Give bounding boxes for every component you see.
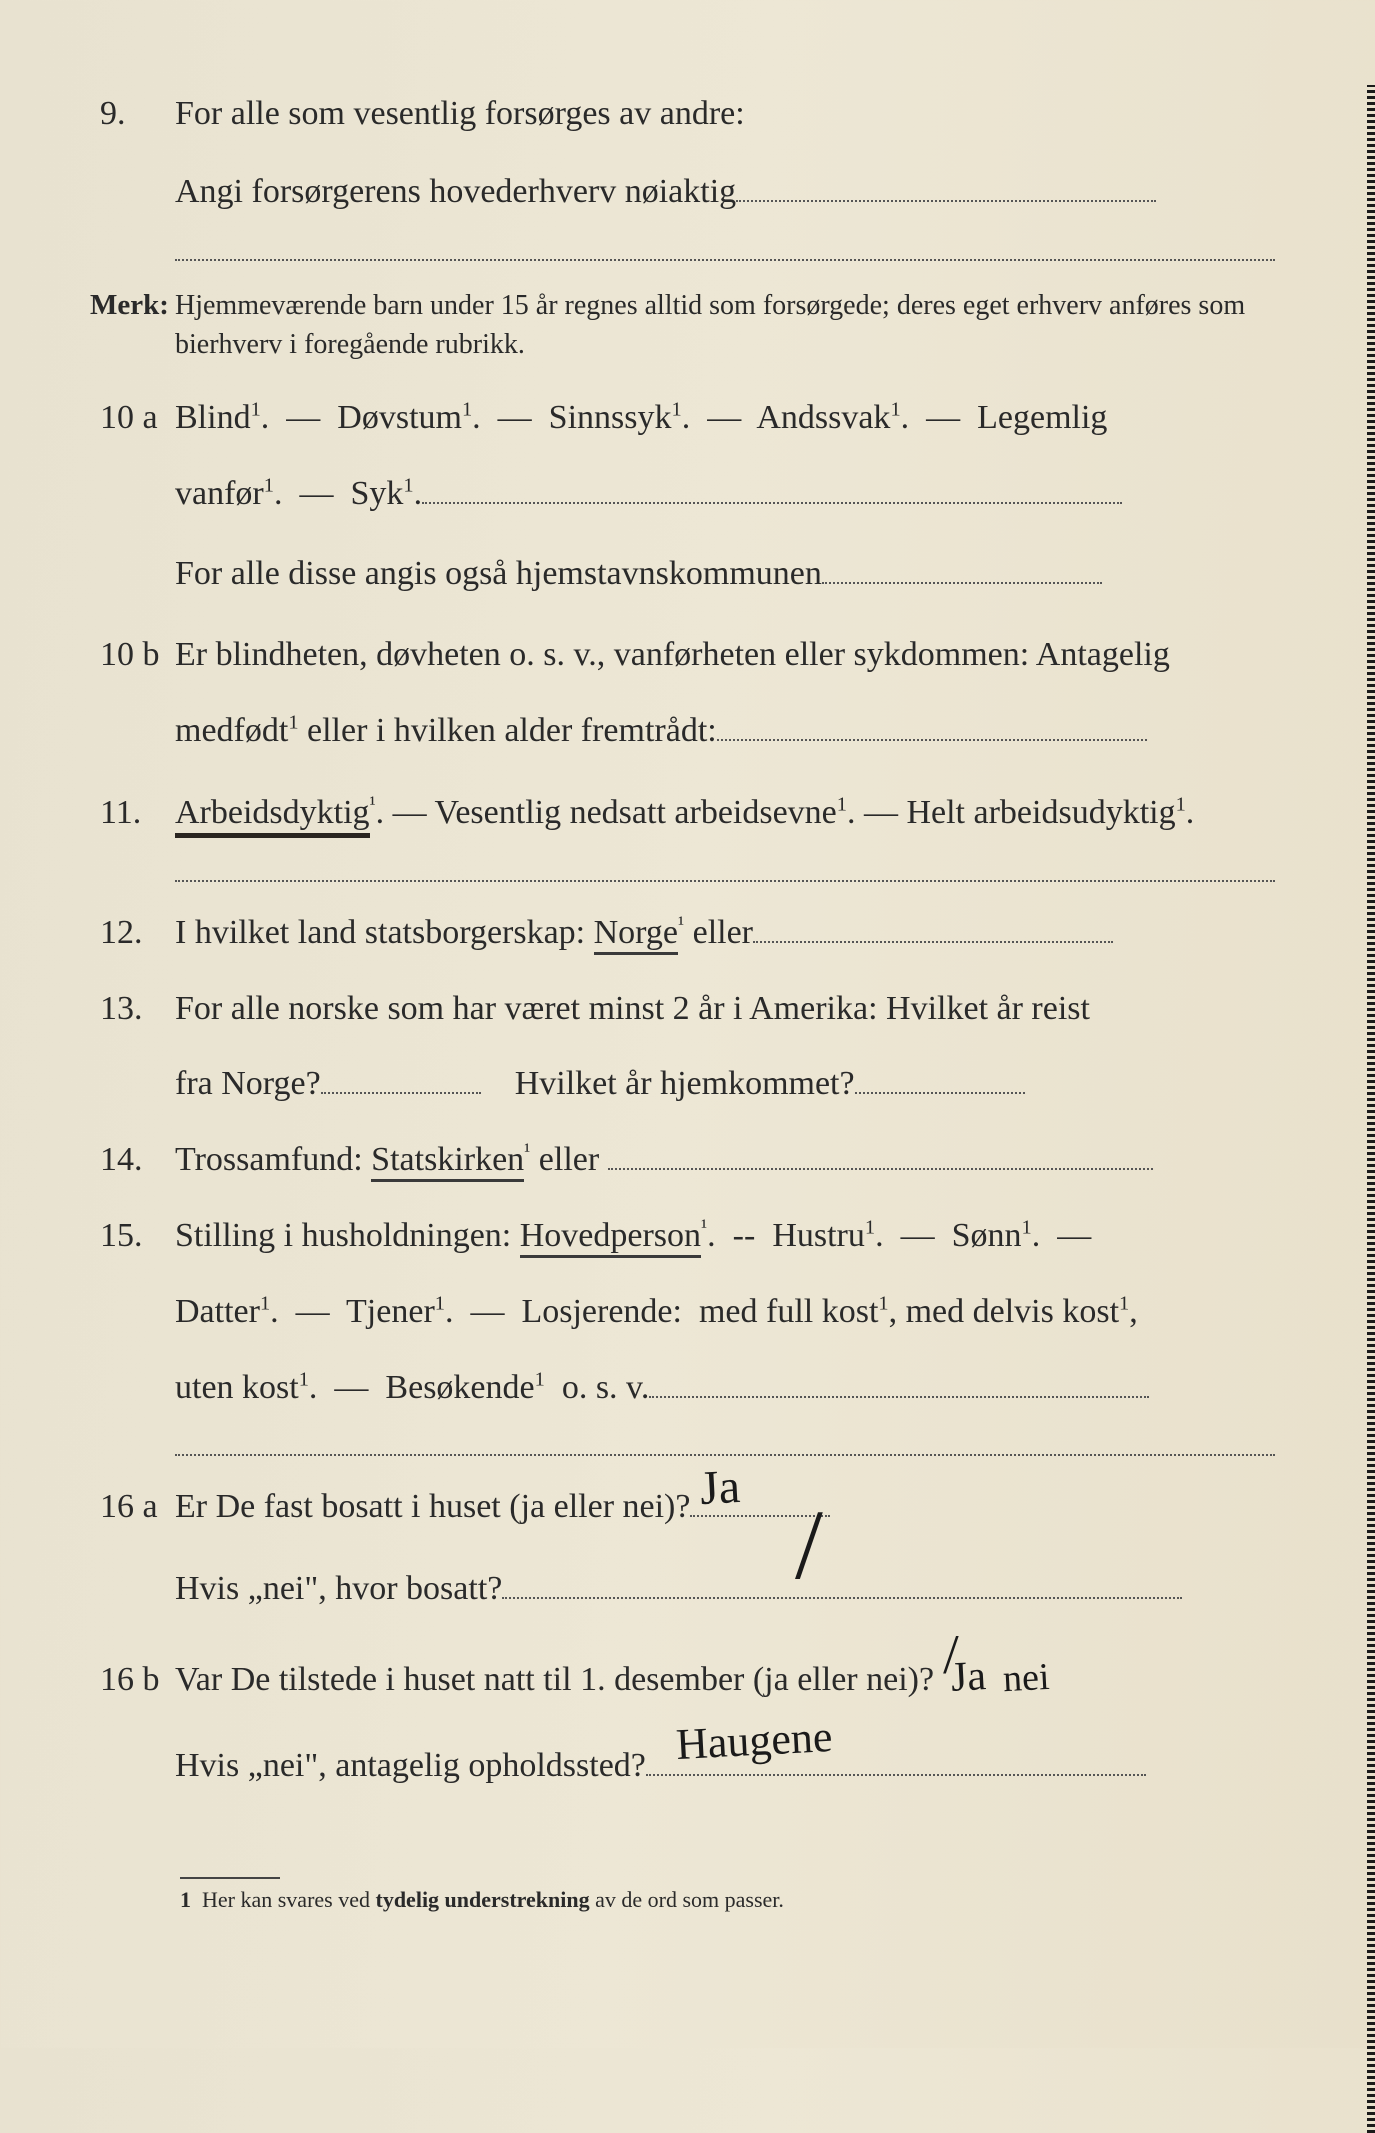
q16b-cross: / xyxy=(943,1608,959,1703)
q11-selected: Arbeidsdyktig xyxy=(175,794,370,838)
footnote: 1 Her kan svares ved tydelig understrekn… xyxy=(180,1877,784,1913)
q13-l2a: fra Norge? xyxy=(175,1065,321,1102)
q15-fill[interactable] xyxy=(649,1364,1149,1398)
q16b-line2-wrap: Hvis „nei", antagelig opholdssted? Hauge… xyxy=(175,1737,1275,1795)
q12-body: I hvilket land statsborgerskap: Norge¹ e… xyxy=(175,904,1275,962)
q16a-line2-wrap: Hvis „nei", hvor bosatt? xyxy=(175,1560,1275,1618)
q13-number: 13. xyxy=(90,990,175,1028)
q11-number: 11. xyxy=(90,794,175,832)
q15-number: 15. xyxy=(90,1217,175,1255)
question-16a: 16 a Er De fast bosatt i huset (ja eller… xyxy=(90,1478,1275,1536)
q9-line1: For alle som vesentlig forsørges av andr… xyxy=(175,95,745,132)
q12-selected: Norge xyxy=(594,914,678,955)
q10a-line3: For alle disse angis også hjemstavnskomm… xyxy=(175,545,1275,603)
q11-sup: ¹ xyxy=(370,794,376,816)
q14-selected: Statskirken xyxy=(371,1141,524,1182)
q16b-body: Var De tilstede i huset natt til 1. dese… xyxy=(175,1642,1275,1713)
question-12: 12. I hvilket land statsborgerskap: Norg… xyxy=(90,904,1275,962)
q11-rest: . — Vesentlig nedsatt arbeidsevne1. — He… xyxy=(376,794,1195,831)
q12-number: 12. xyxy=(90,914,175,952)
question-14: 14. Trossamfund: Statskirken¹ eller xyxy=(90,1131,1275,1189)
merk-text: Hjemmeværende barn under 15 år regnes al… xyxy=(175,286,1275,364)
q10b-number: 10 b xyxy=(90,636,175,674)
q9-number: 9. xyxy=(90,95,175,133)
q10b-body: Er blindheten, døvheten o. s. v., vanfør… xyxy=(175,626,1275,684)
question-9: 9. For alle som vesentlig forsørges av a… xyxy=(90,85,1275,143)
q10a-fill1[interactable] xyxy=(422,470,1122,504)
q9-line2-wrap: Angi forsørgerens hovederhverv nøiaktig xyxy=(175,163,1275,221)
q12-fill[interactable] xyxy=(753,909,1113,943)
question-16b: 16 b Var De tilstede i huset natt til 1.… xyxy=(90,1642,1275,1713)
q16b-line1: Var De tilstede i huset natt til 1. dese… xyxy=(175,1661,934,1698)
q12-pre: I hvilket land statsborgerskap: xyxy=(175,914,594,951)
q13-l2b: Hvilket år hjemkommet? xyxy=(515,1065,855,1102)
q14-body: Trossamfund: Statskirken¹ eller xyxy=(175,1131,1275,1189)
footnote-marker: 1 xyxy=(180,1887,191,1912)
merk-label: Merk: xyxy=(90,289,175,322)
q16a-answer: Ja xyxy=(698,1446,742,1530)
q10b-line2: medfødt1 eller i hvilken alder fremtrådt… xyxy=(175,702,1275,760)
merk-note: Merk: Hjemmeværende barn under 15 år reg… xyxy=(90,286,1275,364)
q16a-body: Er De fast bosatt i huset (ja eller nei)… xyxy=(175,1478,1275,1536)
q10a-line2: vanfør1. — Syk1. xyxy=(175,465,1275,523)
q15-line3: uten kost1. — Besøkende1 o. s. v. xyxy=(175,1359,1275,1417)
q16b-fill2[interactable]: Haugene xyxy=(646,1742,1146,1776)
q15-line2: Datter1. — Tjener1. — Losjerende: med fu… xyxy=(175,1283,1275,1341)
q16b-answer: nei xyxy=(1001,1645,1051,1712)
q10a-line3-text: For alle disse angis også hjemstavnskomm… xyxy=(175,555,822,592)
question-10b: 10 b Er blindheten, døvheten o. s. v., v… xyxy=(90,626,1275,684)
q10a-fill2[interactable] xyxy=(822,550,1102,584)
q16a-line1: Er De fast bosatt i huset (ja eller nei)… xyxy=(175,1488,690,1525)
question-13: 13. For alle norske som har været minst … xyxy=(90,980,1275,1038)
q14-number: 14. xyxy=(90,1141,175,1179)
q16b-line2: Hvis „nei", antagelig opholdssted? xyxy=(175,1747,646,1784)
question-15: 15. Stilling i husholdningen: Hovedperso… xyxy=(90,1207,1275,1265)
q14-fill[interactable] xyxy=(608,1136,1153,1170)
q15-selected: Hovedperson xyxy=(520,1217,701,1258)
q9-fill[interactable] xyxy=(736,168,1156,202)
q10a-number: 10 a xyxy=(90,399,175,437)
q10b-fill[interactable] xyxy=(717,707,1147,741)
q13-fill2[interactable] xyxy=(855,1060,1025,1094)
q10a-body: Blind1. — Døvstum1. — Sinnssyk1. — Andss… xyxy=(175,389,1275,447)
q13-line2: fra Norge? Hvilket år hjemkommet? xyxy=(175,1055,1275,1113)
q12-post: eller xyxy=(684,914,753,951)
footnote-text: Her kan svares ved tydelig understreknin… xyxy=(202,1887,784,1912)
q11-body: Arbeidsdyktig¹. — Vesentlig nedsatt arbe… xyxy=(175,784,1275,842)
question-10a: 10 a Blind1. — Døvstum1. — Sinnssyk1. — … xyxy=(90,389,1275,447)
q13-line1: For alle norske som har været minst 2 år… xyxy=(175,990,1090,1027)
q9-line2: Angi forsørgerens hovederhverv nøiaktig xyxy=(175,173,736,210)
q9-full-rule xyxy=(175,259,1275,261)
q16a-number: 16 a xyxy=(90,1488,175,1526)
q16a-fill2[interactable] xyxy=(502,1565,1182,1599)
q16a-slash: / xyxy=(795,1460,823,1630)
q16a-line2: Hvis „nei", hvor bosatt? xyxy=(175,1570,502,1607)
q14-post: eller xyxy=(530,1141,599,1178)
question-11: 11. Arbeidsdyktig¹. — Vesentlig nedsatt … xyxy=(90,784,1275,842)
q13-body: For alle norske som har været minst 2 år… xyxy=(175,980,1275,1038)
census-form-page: 9. For alle som vesentlig forsørges av a… xyxy=(90,85,1275,1968)
q14-pre: Trossamfund: xyxy=(175,1141,371,1178)
footnote-rule xyxy=(180,1877,280,1879)
q15-rest: . -- Hustru1. — Sønn1. — xyxy=(707,1217,1091,1254)
q10a-text: Blind1. — Døvstum1. — Sinnssyk1. — Andss… xyxy=(175,399,1107,436)
q15-body: Stilling i husholdningen: Hovedperson¹. … xyxy=(175,1207,1275,1265)
q16b-number: 16 b xyxy=(90,1661,175,1699)
q16b-answer2: Haugene xyxy=(674,1700,834,1783)
q11-full-rule xyxy=(175,880,1275,882)
page-perforation xyxy=(1367,85,1375,2133)
q13-fill1[interactable] xyxy=(321,1060,481,1094)
q15-pre: Stilling i husholdningen: xyxy=(175,1217,520,1254)
q9-body: For alle som vesentlig forsørges av andr… xyxy=(175,85,1275,143)
